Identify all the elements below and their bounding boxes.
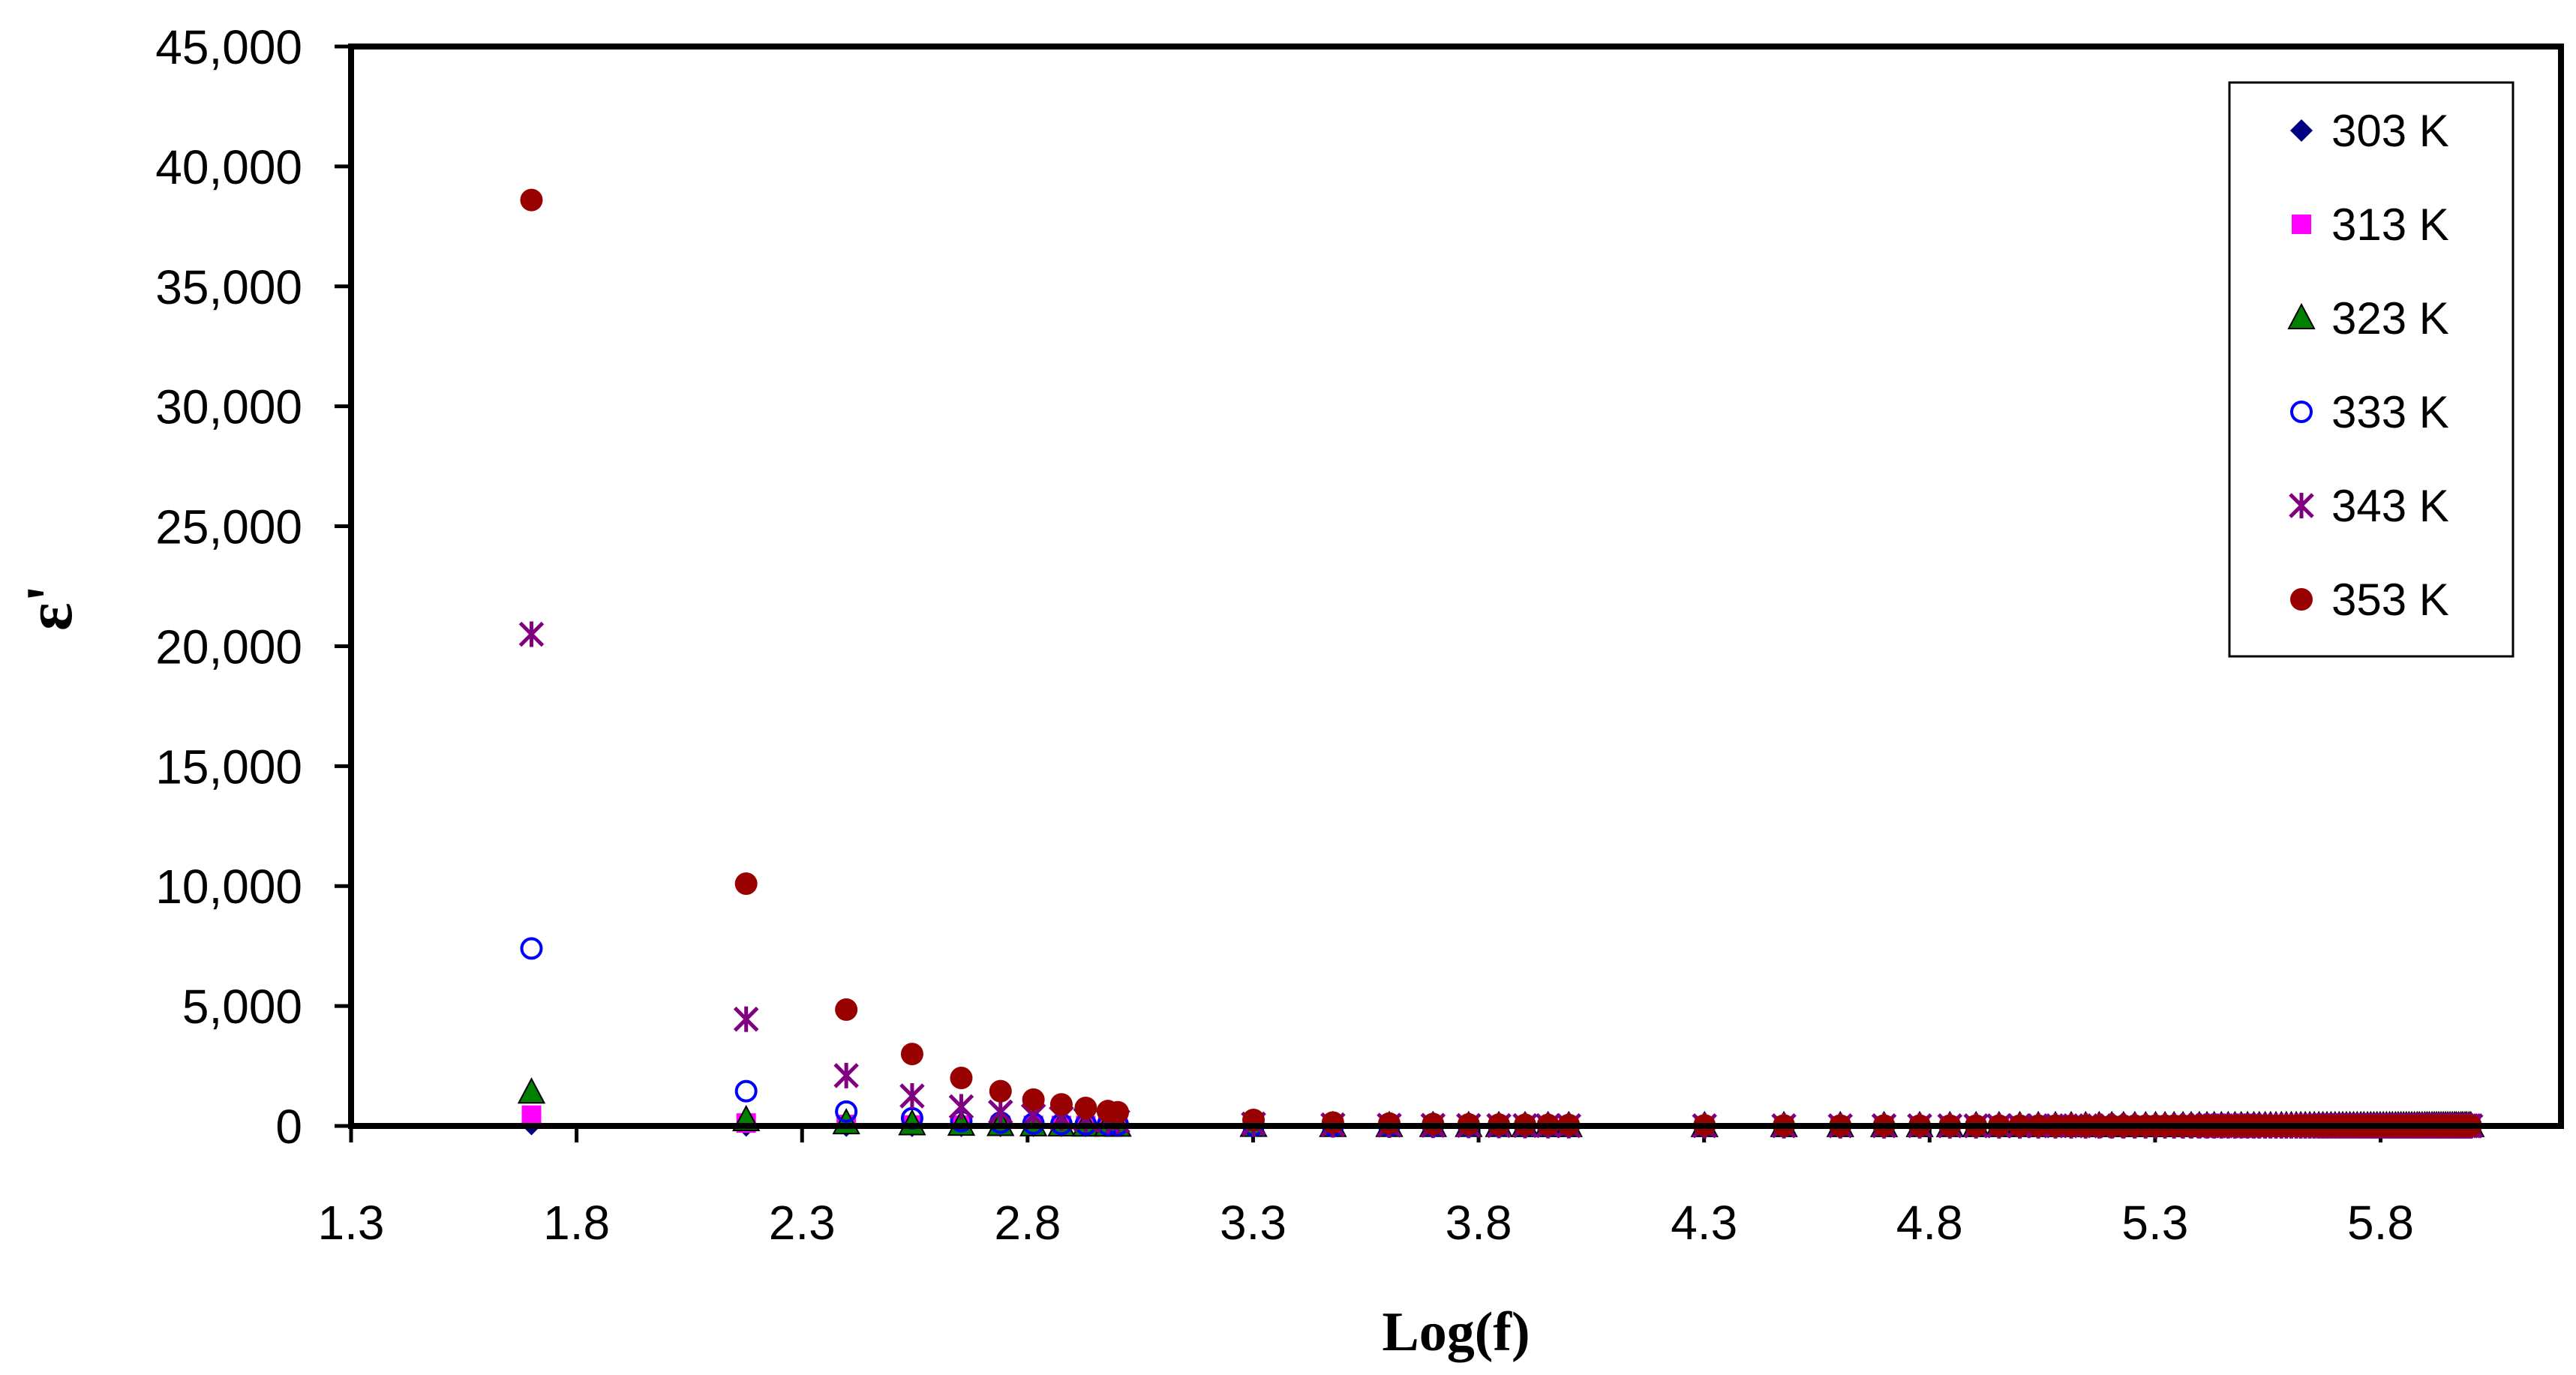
x-tick-label: 3.3 (1220, 1196, 1286, 1250)
y-tick-label: 45,000 (155, 20, 302, 74)
x-axis-ticks: 1.3 1.8 2.3 2.8 3.3 3.8 4.3 4.8 5.3 5.8 (318, 1126, 2414, 1250)
x-tick-label: 2.3 (769, 1196, 836, 1250)
data-point (734, 872, 758, 896)
y-tick-label: 35,000 (155, 260, 302, 314)
x-tick-label: 4.3 (1671, 1196, 1737, 1250)
legend: 303 K 313 K 323 K 333 K 343 K 353 K (2228, 81, 2514, 658)
data-point (989, 1079, 1012, 1103)
data-point (833, 1062, 859, 1088)
legend-marker (2292, 215, 2311, 234)
data-point (734, 1079, 758, 1103)
data-point (520, 188, 543, 212)
data-point (987, 1099, 1013, 1125)
data-point (950, 1067, 973, 1090)
legend-item: 343 K (2289, 481, 2449, 531)
x-axis-label: Log(f) (1382, 1301, 1530, 1363)
y-tick-label: 40,000 (155, 140, 302, 194)
legend-label: 343 K (2331, 481, 2449, 531)
y-tick-label: 25,000 (155, 500, 302, 554)
data-point (1074, 1097, 1097, 1120)
data-point (1022, 1088, 1045, 1111)
x-tick-label: 4.8 (1896, 1196, 1963, 1250)
y-axis-label: ε' (14, 584, 86, 631)
x-tick-label: 1.8 (543, 1196, 610, 1250)
data-point (1321, 1111, 1344, 1134)
y-tick-label: 5,000 (182, 980, 302, 1034)
legend-label: 303 K (2331, 106, 2449, 156)
legend-marker (2290, 401, 2313, 423)
data-point (899, 1083, 925, 1109)
data-point (835, 1100, 858, 1123)
y-tick-label: 30,000 (155, 380, 302, 434)
legend-label: 353 K (2331, 575, 2449, 625)
data-point (835, 998, 858, 1021)
data-point (1049, 1093, 1073, 1116)
y-tick-label: 15,000 (155, 740, 302, 794)
legend-box (2228, 81, 2514, 658)
y-tick-label: 10,000 (155, 860, 302, 914)
legend-label: 333 K (2331, 387, 2449, 437)
x-tick-label: 5.8 (2347, 1196, 2414, 1250)
x-tick-label: 1.3 (318, 1196, 385, 1250)
legend-marker (2289, 493, 2314, 518)
data-point (900, 1043, 923, 1066)
data-point (1106, 1100, 1130, 1124)
legend-item: 323 K (2287, 293, 2449, 344)
data-point (518, 621, 545, 647)
data-point (733, 1006, 759, 1032)
legend-item: 303 K (2290, 106, 2449, 156)
data-point (520, 937, 543, 960)
data-point (517, 1077, 546, 1104)
legend-label: 313 K (2331, 200, 2449, 250)
legend-marker (2290, 119, 2313, 142)
y-axis-ticks: 0 5,000 10,000 15,000 20,000 25,000 30,000 35,0… (155, 20, 351, 1154)
x-tick-label: 5.3 (2121, 1196, 2188, 1250)
legend-item: 333 K (2290, 387, 2449, 437)
legend-item: 313 K (2292, 200, 2449, 250)
data-point (521, 1105, 542, 1125)
data-point (948, 1094, 974, 1120)
legend-item: 353 K (2290, 575, 2449, 625)
x-tick-label: 3.8 (1446, 1196, 1512, 1250)
x-tick-label: 2.8 (994, 1196, 1061, 1250)
legend-marker (2287, 302, 2316, 329)
y-tick-label: 20,000 (155, 620, 302, 674)
legend-label: 323 K (2331, 293, 2449, 344)
y-tick-label: 0 (275, 1100, 302, 1154)
legend-marker (2290, 588, 2313, 611)
